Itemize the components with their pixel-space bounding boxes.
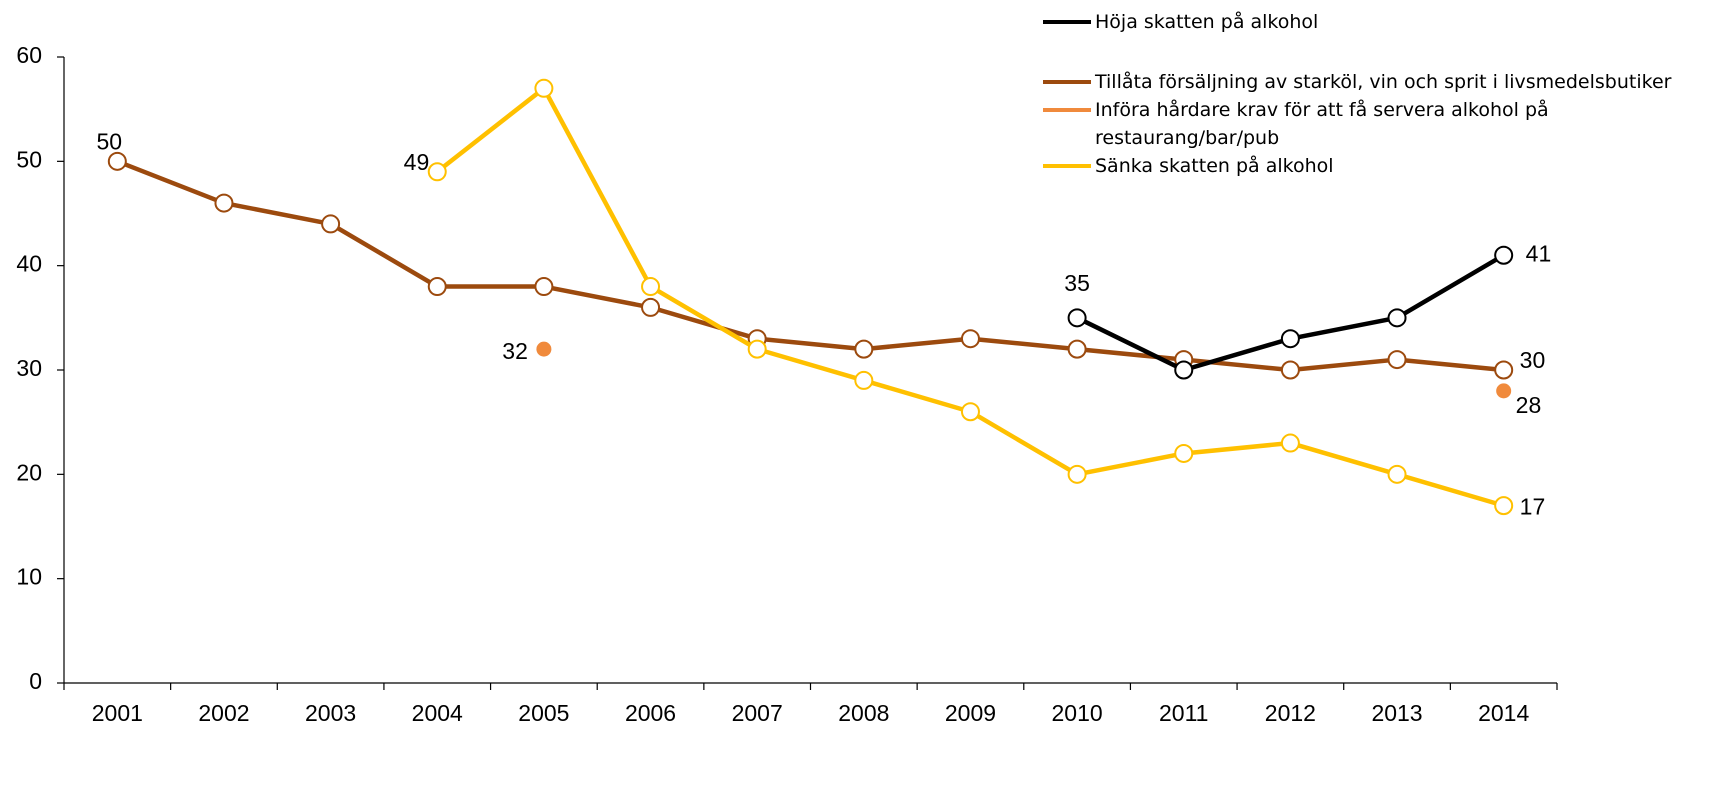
y-tick-label: 20 [16, 459, 42, 485]
y-tick-label: 40 [16, 251, 42, 277]
marker [1280, 433, 1300, 453]
legend-entry: Tillåta försäljning av starköl, vin och … [1043, 68, 1709, 96]
series-line [116, 159, 1504, 373]
legend-entry: Sänka skatten på alkohol [1043, 152, 1709, 180]
marker [1067, 308, 1087, 328]
marker [641, 277, 661, 297]
marker [1496, 383, 1512, 399]
x-tick-label: 2010 [1052, 700, 1103, 726]
marker [107, 151, 127, 171]
x-tick-label: 2009 [945, 700, 996, 726]
marker [1494, 360, 1514, 380]
x-tick-label: 2013 [1371, 700, 1422, 726]
y-tick-label: 0 [29, 668, 42, 694]
legend-label: Sänka skatten på alkohol [1095, 155, 1334, 177]
marker [1387, 350, 1407, 370]
marker [960, 329, 980, 349]
marker [1174, 443, 1194, 463]
legend-swatch [1043, 20, 1091, 24]
legend-entry: Höja skatten på alkohol [1043, 8, 1709, 36]
marker [321, 214, 341, 234]
marker [960, 402, 980, 422]
legend-label: Höja skatten på alkohol [1095, 11, 1319, 33]
marker [1280, 360, 1300, 380]
marker [854, 370, 874, 390]
x-tick-label: 2012 [1265, 700, 1316, 726]
marker [1174, 360, 1194, 380]
marker [1387, 308, 1407, 328]
marker [534, 78, 554, 98]
data-label: 32 [502, 338, 528, 364]
data-label: 49 [404, 149, 430, 175]
legend-swatch [1043, 164, 1091, 168]
x-tick-label: 2014 [1478, 700, 1529, 726]
legend-label: Tillåta försäljning av starköl, vin och … [1095, 71, 1672, 93]
x-tick-label: 2007 [732, 700, 783, 726]
legend: Höja skatten på alkohol Tillåta försäljni… [1043, 8, 1709, 180]
marker [1280, 329, 1300, 349]
data-label: 41 [1526, 240, 1552, 266]
y-tick-label: 50 [16, 146, 42, 172]
y-tick-label: 30 [16, 355, 42, 381]
legend-entry: Införa hårdare krav för att få servera a… [1043, 96, 1709, 152]
data-label: 35 [1064, 270, 1090, 296]
marker [747, 339, 767, 359]
x-tick-label: 2005 [518, 700, 569, 726]
x-tick-label: 2011 [1159, 700, 1208, 726]
marker [427, 162, 447, 182]
marker [427, 277, 447, 297]
marker [854, 339, 874, 359]
data-label: 28 [1516, 392, 1542, 418]
marker [1494, 496, 1514, 516]
marker [214, 193, 234, 213]
y-tick-label: 10 [16, 564, 42, 590]
x-tick-label: 2002 [198, 700, 249, 726]
marker [1067, 339, 1087, 359]
legend-swatch [1043, 80, 1091, 84]
x-tick-label: 2001 [92, 700, 143, 726]
data-label: 30 [1520, 347, 1546, 373]
legend-label: Införa hårdare krav för att få servera a… [1095, 99, 1549, 149]
y-tick-label: 60 [16, 42, 42, 68]
x-tick-label: 2004 [412, 700, 463, 726]
marker [1067, 464, 1087, 484]
x-tick-label: 2006 [625, 700, 676, 726]
legend-swatch [1043, 108, 1091, 112]
data-label: 50 [97, 128, 123, 154]
marker [641, 297, 661, 317]
series-line [1076, 253, 1505, 373]
x-tick-label: 2008 [838, 700, 889, 726]
marker [534, 277, 554, 297]
x-tick-label: 2003 [305, 700, 356, 726]
marker [1387, 464, 1407, 484]
data-label: 17 [1520, 494, 1546, 520]
marker [536, 341, 552, 357]
marker [1494, 245, 1514, 265]
